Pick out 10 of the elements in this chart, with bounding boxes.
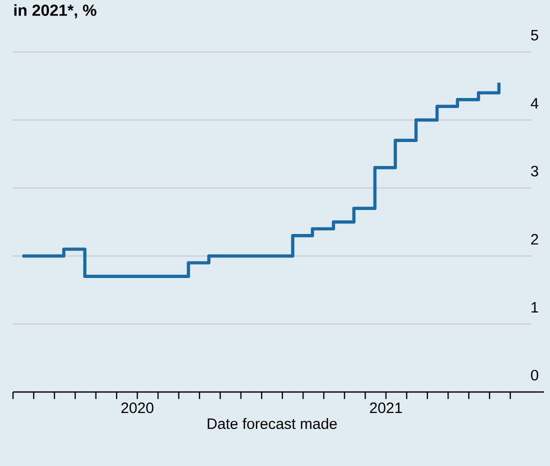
y-tick-label: 4 [530, 98, 538, 108]
x-tick-label: 2021 [370, 402, 402, 414]
chart-title: in 2021*, % [14, 4, 96, 18]
x-axis-title: Date forecast made [208, 418, 337, 430]
y-tick-label: 3 [531, 166, 538, 176]
x-tick-label: 2020 [121, 402, 154, 414]
y-tick-label: 2 [531, 234, 538, 244]
y-tick-label: 1 [532, 302, 538, 312]
y-tick-label: 5 [531, 30, 538, 40]
y-tick-label: 0 [531, 370, 538, 380]
